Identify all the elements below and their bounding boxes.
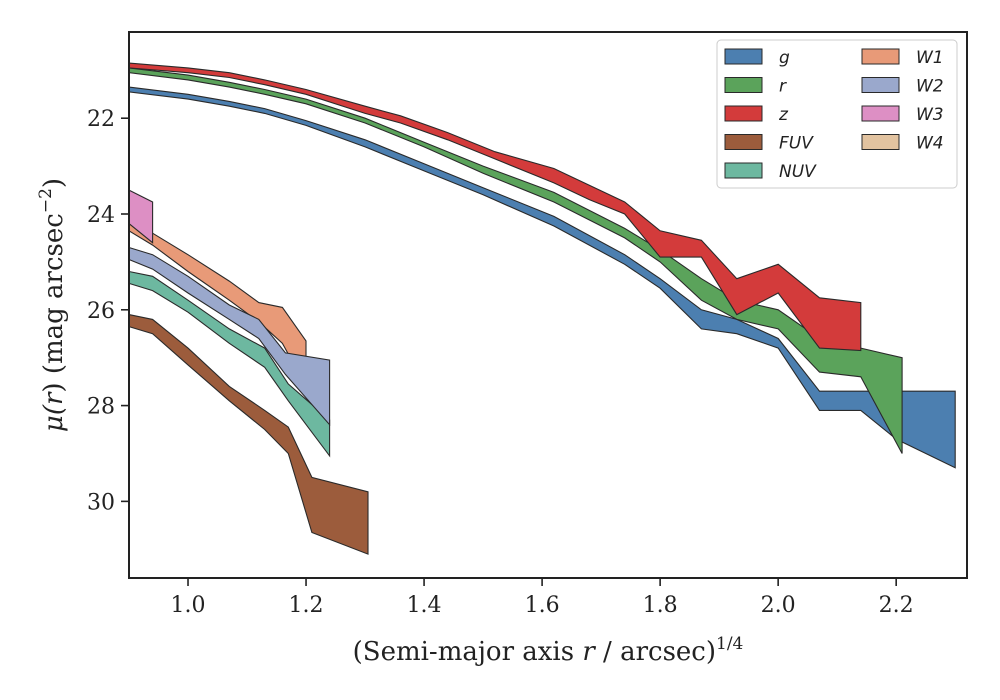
y-tick-label: 30 — [87, 490, 115, 515]
y-tick-label: 22 — [87, 107, 115, 132]
legend-label-w3: W3 — [916, 105, 944, 125]
legend-swatch-r — [724, 77, 763, 93]
x-tick-label: 1.6 — [525, 593, 560, 618]
legend-swatch-w3 — [861, 105, 900, 122]
band-g — [128, 86, 956, 469]
band-z — [128, 62, 862, 352]
legend-swatch-w2 — [861, 77, 900, 93]
x-tick-label: 2.2 — [879, 593, 914, 618]
legend-swatch-g — [724, 48, 763, 65]
legend-label-z: z — [778, 105, 789, 125]
legend-label-r: r — [779, 77, 787, 97]
y-tick-label: 24 — [87, 203, 115, 228]
x-tick-label: 1.4 — [407, 593, 442, 618]
y-axis-label: μ(r) (mag arcsec−2) — [36, 178, 69, 432]
x-tick-label: 1.0 — [171, 593, 206, 618]
y-tick-label: 26 — [87, 299, 115, 324]
x-tick-label: 2.0 — [761, 593, 796, 618]
legend-swatch-w4 — [861, 134, 900, 150]
y-tick-label: 28 — [87, 395, 115, 420]
x-tick-label: 1.2 — [289, 593, 324, 618]
x-axis: 1.0 1.2 1.4 1.6 1.8 2.0 2.2 — [171, 578, 914, 618]
legend-label-w4: W4 — [916, 134, 944, 154]
legend-label-nuv: NUV — [779, 162, 817, 182]
legend-swatch-fuv — [724, 134, 763, 150]
band-nuv — [128, 270, 331, 458]
band-w2 — [128, 246, 331, 427]
legend-label-w1: W1 — [916, 48, 944, 68]
plot-frame — [128, 31, 968, 579]
legend-label-w2: W2 — [916, 77, 944, 97]
series-bands — [128, 62, 956, 555]
band-r — [128, 67, 903, 454]
legend-swatch-nuv — [724, 162, 763, 179]
legend-swatch-w1 — [861, 48, 900, 65]
legend: grz FUV NUV W1 W2 W3 W4 — [716, 39, 958, 189]
y-axis: 22 24 26 28 30 — [87, 107, 129, 515]
legend-swatch-z — [724, 105, 763, 122]
legend-label-g: g — [779, 48, 790, 68]
x-axis-label: (Semi-major axis r / arcsec)1/4 — [353, 634, 744, 667]
x-tick-label: 1.8 — [643, 593, 678, 618]
band-fuv — [128, 313, 369, 555]
legend-label-fuv: FUV — [779, 134, 814, 154]
